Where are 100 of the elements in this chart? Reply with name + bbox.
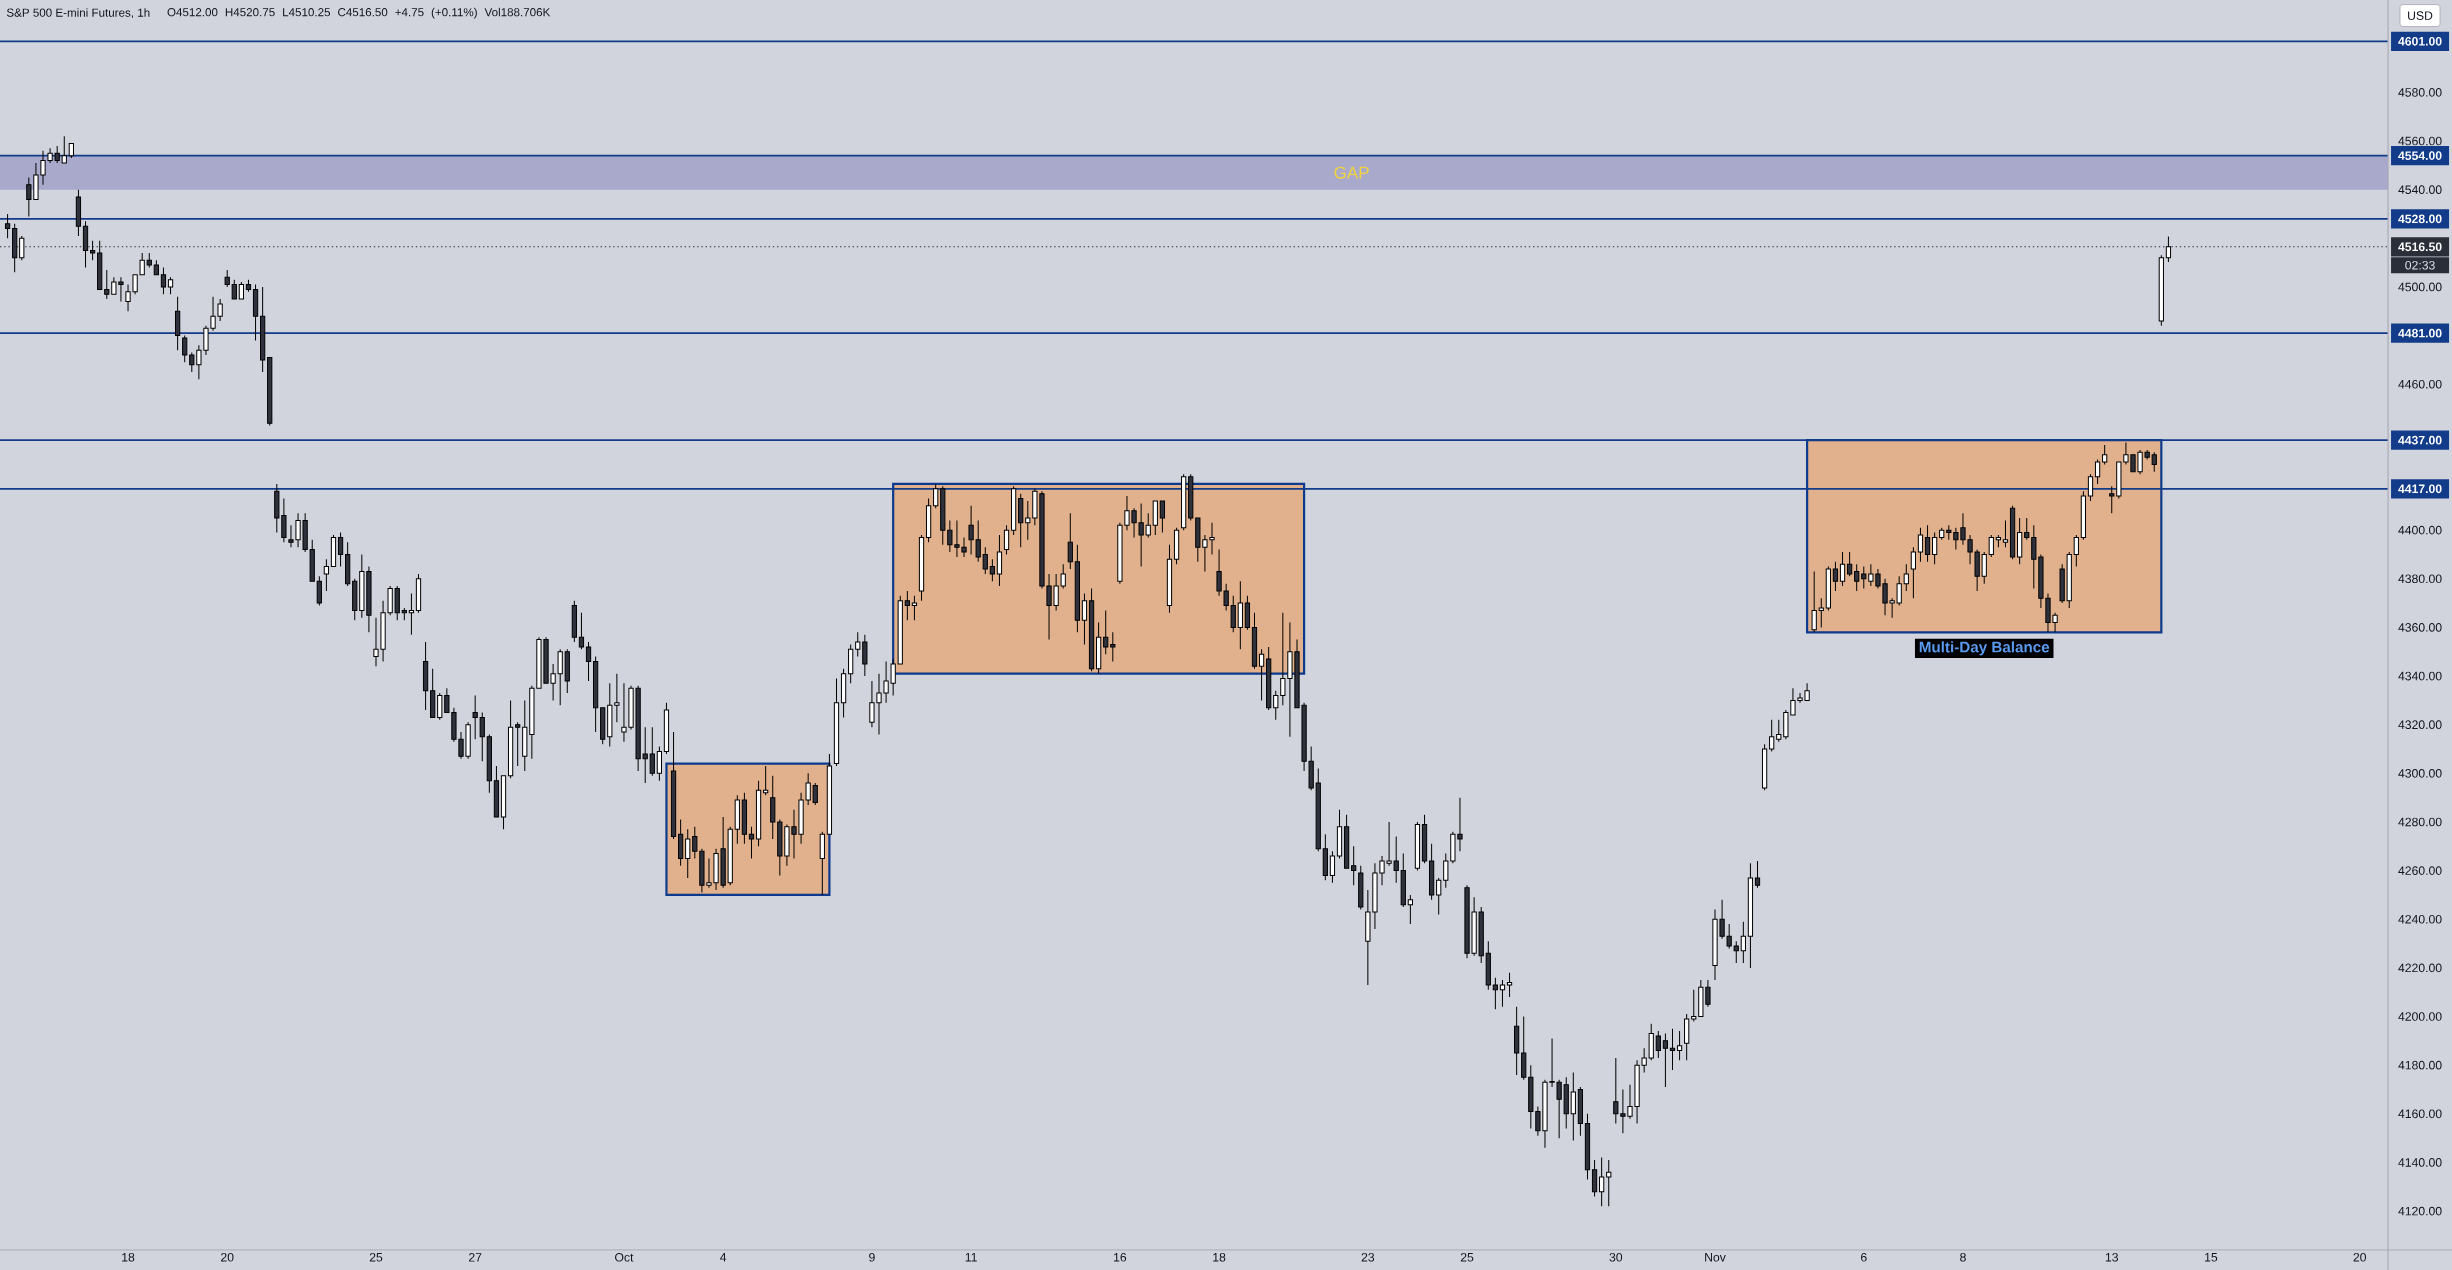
y-axis-title: USD [2408,11,2433,20]
candlestick [1499,979,1506,1008]
ref-line-label: 4437.00 [2398,435,2442,445]
y-tick-label: 4300.00 [2398,769,2442,778]
candlestick [1244,595,1251,631]
x-tick-label: Nov [1705,1253,1726,1262]
candlestick [1924,524,1931,563]
x-tick-label: 11 [965,1253,977,1262]
candlestick [1910,546,1916,599]
candlestick [1010,485,1017,536]
candlestick [1322,833,1328,881]
y-tick-label: 4280.00 [2398,817,2442,827]
candlestick [2073,534,2079,568]
candlestick [826,753,833,835]
candlestick [592,656,599,733]
y-tick-label: 4200.00 [2398,1012,2442,1021]
candlestick [1903,563,1909,592]
y-tick-label: 4160.00 [2398,1109,2442,1119]
text: S&P 500 E-mini Futures, 1h [6,8,150,19]
candlestick [1251,612,1258,670]
candlestick [833,677,840,767]
candlestick [2102,444,2108,465]
x-tick-label: 20 [221,1252,234,1262]
text: 02:33 [2405,260,2435,270]
candlestick [734,794,740,845]
candlestick [1181,473,1187,531]
candlestick [1159,500,1166,534]
x-tick-label: Oct [615,1252,634,1262]
candlestick [848,643,854,684]
x-tick-label: 30 [1609,1252,1623,1262]
candlestick [911,595,918,621]
candlestick [656,746,662,782]
candlestick [678,819,684,867]
candlestick [1917,527,1924,563]
candlestick [1343,814,1350,869]
candlestick [600,707,606,745]
x-tick-label: 27 [469,1253,482,1262]
candlestick [68,142,74,159]
candlestick [1152,500,1158,536]
candlestick [224,269,230,288]
candlestick [1258,648,1265,701]
y-tick-label: 4260.00 [2398,866,2442,875]
candlestick [578,612,585,650]
candlestick [422,641,429,711]
candlestick [2002,519,2009,548]
x-tick-label: 20 [2353,1252,2367,1262]
candlestick [2087,473,2094,502]
candlestick [1166,544,1173,614]
y-tick-label: 4560.00 [2398,136,2442,146]
x-tick-label: 25 [1460,1252,1474,1262]
candlestick [2080,490,2087,541]
candlestick [1676,1030,1683,1061]
y-tick-label: 4340.00 [2398,671,2442,681]
candlestick [252,284,259,341]
candlestick [323,558,330,592]
candlestick [430,668,436,718]
candlestick [1358,865,1364,911]
candlestick [515,721,521,767]
candlestick [1995,534,2002,548]
candlestick [1939,527,1945,541]
x-tick-label: 13 [2105,1252,2118,1262]
text: O4512.00 H4520.75 L4510.25 C4516.50 +4.75 (+0.11%) Vol188.706K [167,7,551,19]
candlestick [1846,551,1853,577]
candlestick [1096,622,1102,675]
candlestick [1606,1159,1612,1207]
candlestick [649,726,655,777]
y-tick-label: 4580.00 [2398,88,2442,97]
candlestick [1074,544,1080,633]
candlestick [1492,977,1498,1010]
ref-line-label: 4417.00 [2398,484,2442,494]
candlestick [763,765,769,796]
ref-line-label: 4481.00 [2398,328,2442,338]
candlestick [1584,1113,1591,1180]
candlestick [1067,512,1073,570]
candlestick [1769,719,1775,752]
candlestick [1428,843,1435,901]
y-tick-label: 4140.00 [2398,1158,2442,1167]
x-tick-label: 16 [1114,1252,1127,1262]
candlestick [1329,850,1336,884]
candlestick [840,668,847,718]
y-tick-label: 4180.00 [2398,1060,2442,1070]
candlestick [571,600,577,643]
y-tick-label: 4380.00 [2398,574,2442,584]
candlestick [1407,894,1413,925]
candlestick [1018,493,1024,548]
candlestick [1351,845,1357,886]
candlestick [245,279,252,293]
candlestick [316,575,322,607]
candlestick [1110,631,1116,662]
candlestick [1740,921,1746,964]
candlestick [925,498,932,543]
band-label: GAP [1334,166,1369,179]
candlestick [1662,1033,1669,1088]
candlestick [153,259,159,276]
candlestick [493,765,500,818]
y-tick-label: 4120.00 [2398,1206,2442,1216]
candlestick [996,534,1003,587]
candlestick [408,592,415,636]
candlestick [819,831,825,896]
ref-line-label: 4528.00 [2398,214,2442,224]
